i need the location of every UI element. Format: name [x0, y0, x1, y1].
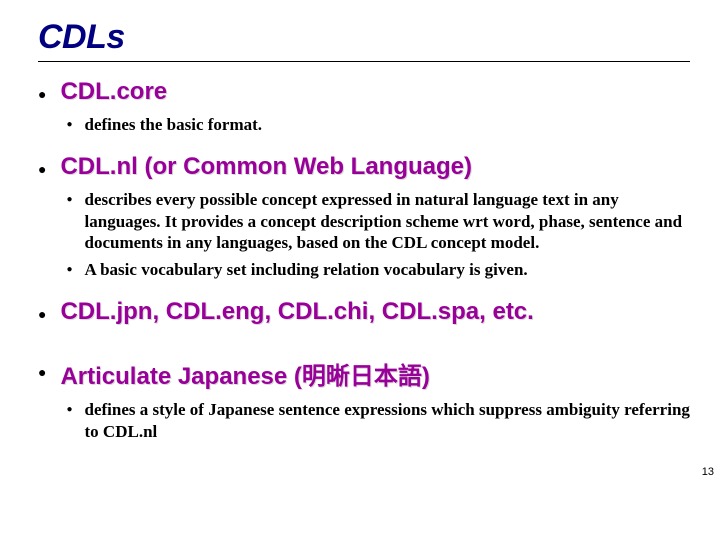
item-heading: Articulate Japanese (明晰日本語) — [60, 356, 690, 391]
bullet-icon: ● — [38, 364, 46, 380]
item-text: defines a style of Japanese sentence exp… — [85, 399, 690, 442]
item-heading: CDL.nl (or Common Web Language) — [60, 153, 690, 181]
item-content: CDL.core ● defines the basic format. — [60, 78, 690, 141]
list-item: ● CDL.nl (or Common Web Language) ● desc… — [38, 153, 690, 286]
item-text: describes every possible concept express… — [85, 189, 690, 253]
bullet-icon: ● — [66, 264, 72, 275]
slide-body: CDLs ● CDL.core ● defines the basic form… — [0, 0, 720, 480]
item-heading: CDL.jpn, CDL.eng, CDL.chi, CDL.spa, etc. — [60, 298, 690, 326]
item-content: Articulate Japanese (明晰日本語) ● defines a … — [60, 356, 690, 448]
slide-title: CDLs — [38, 18, 690, 62]
level2-list: ● defines the basic format. — [66, 114, 690, 135]
bullet-icon: ● — [38, 306, 46, 322]
item-text: A basic vocabulary set including relatio… — [85, 259, 690, 280]
item-content: CDL.jpn, CDL.eng, CDL.chi, CDL.spa, etc. — [60, 298, 690, 334]
bullet-icon: ● — [38, 161, 46, 177]
bullet-icon: ● — [66, 119, 72, 130]
list-item: ● A basic vocabulary set including relat… — [66, 259, 690, 280]
list-item: ● describes every possible concept expre… — [66, 189, 690, 253]
list-item: ● defines a style of Japanese sentence e… — [66, 399, 690, 442]
list-item: ● CDL.jpn, CDL.eng, CDL.chi, CDL.spa, et… — [38, 298, 690, 334]
item-content: CDL.nl (or Common Web Language) ● descri… — [60, 153, 690, 286]
list-item: ● defines the basic format. — [66, 114, 690, 135]
bullet-icon: ● — [66, 404, 72, 415]
level2-list: ● describes every possible concept expre… — [66, 189, 690, 280]
list-item: ● Articulate Japanese (明晰日本語) ● defines … — [38, 356, 690, 448]
bullet-icon: ● — [66, 194, 72, 205]
page-number: 13 — [702, 466, 714, 478]
item-text: defines the basic format. — [85, 114, 690, 135]
list-item: ● CDL.core ● defines the basic format. — [38, 78, 690, 141]
bullet-icon: ● — [38, 86, 46, 102]
level1-list: ● CDL.core ● defines the basic format. ●… — [38, 78, 690, 448]
level2-list: ● defines a style of Japanese sentence e… — [66, 399, 690, 442]
item-heading: CDL.core — [60, 78, 690, 106]
